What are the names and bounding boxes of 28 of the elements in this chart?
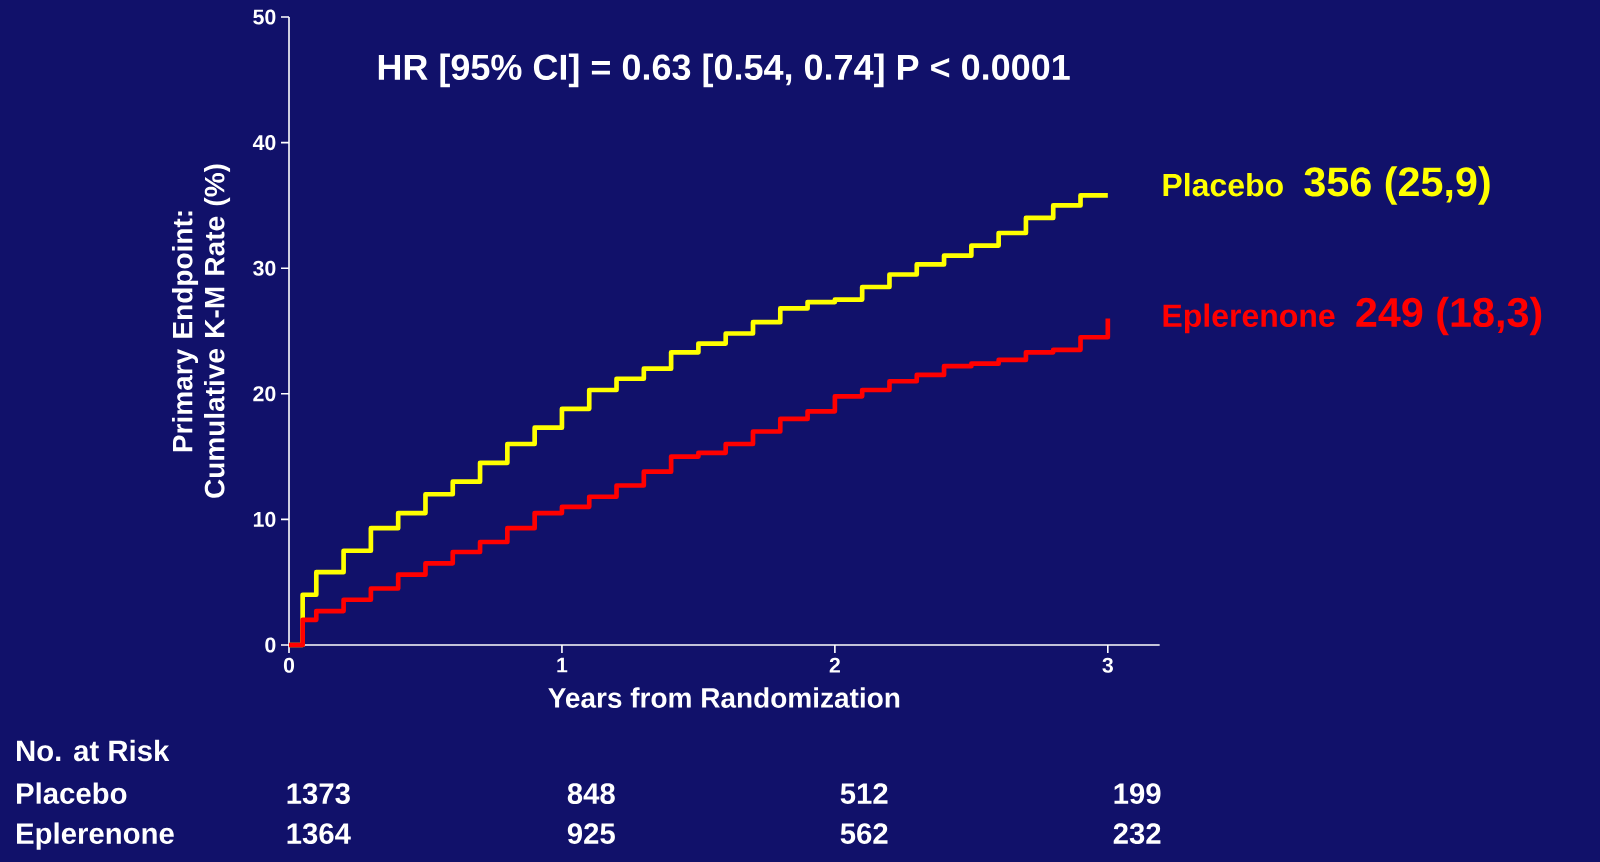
x-tick-label: 2 [829, 657, 840, 673]
y-tick-label: 50 [253, 9, 276, 25]
text: 249 (18,3) [1356, 296, 1542, 336]
y-tick-label: 20 [253, 386, 276, 402]
x-tick-label: 0 [283, 657, 295, 673]
series-label: Eplerenone [1163, 303, 1335, 334]
text: 199 [1114, 783, 1161, 804]
x-tick-label: 1 [557, 657, 568, 673]
y-tick-label: 0 [265, 637, 276, 653]
text: Placebo [17, 782, 127, 804]
y-axis-title: Primary Endpoint: Cumulative K-M Rate (%) [171, 164, 231, 498]
text: 1373 [287, 783, 350, 804]
text: 512 [840, 783, 888, 804]
y-tick-label: 40 [252, 135, 276, 151]
text: Eplerenone [17, 822, 174, 850]
annotation: HR [95% CI] = 0.63 [0.54, 0.74] P < 0.0001 [378, 53, 1070, 88]
x-tick-label: 3 [1102, 657, 1113, 673]
text: 562 [840, 823, 888, 844]
text: 925 [567, 823, 615, 844]
y-tick-label: 10 [253, 511, 276, 527]
text: 356 (25,9) [1304, 166, 1490, 205]
text: 232 [1113, 823, 1161, 844]
text: No. at Risk [17, 739, 170, 762]
series-label: Placebo [1163, 172, 1283, 197]
text: 1364 [287, 823, 351, 844]
text: 848 [567, 783, 615, 804]
y-tick-label: 30 [253, 260, 276, 276]
x-axis-title: Years from Randomization [548, 687, 900, 708]
